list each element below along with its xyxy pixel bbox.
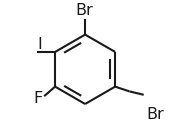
Text: F: F — [33, 91, 42, 106]
Text: Br: Br — [76, 3, 93, 18]
Text: I: I — [38, 37, 43, 52]
Text: Br: Br — [146, 107, 164, 122]
